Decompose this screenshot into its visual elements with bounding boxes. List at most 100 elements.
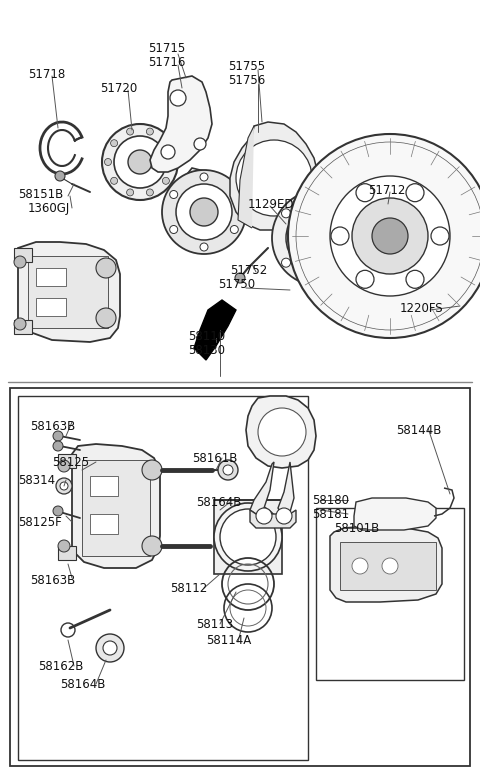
- Text: 51755: 51755: [228, 60, 265, 73]
- Circle shape: [128, 150, 152, 174]
- Circle shape: [96, 258, 116, 278]
- Circle shape: [190, 198, 218, 226]
- Text: 51715: 51715: [148, 42, 185, 55]
- Text: 51716: 51716: [148, 56, 185, 69]
- Circle shape: [102, 124, 178, 200]
- Circle shape: [382, 558, 398, 574]
- Circle shape: [431, 227, 449, 245]
- Circle shape: [330, 176, 450, 296]
- Circle shape: [258, 408, 306, 456]
- Bar: [58, 454, 76, 468]
- Circle shape: [96, 308, 116, 328]
- Bar: [214, 500, 282, 574]
- Polygon shape: [194, 300, 236, 360]
- Text: 58151B: 58151B: [18, 188, 63, 201]
- Polygon shape: [238, 126, 254, 228]
- Circle shape: [103, 641, 117, 655]
- Polygon shape: [150, 76, 212, 172]
- Text: 58125F: 58125F: [18, 516, 62, 529]
- Circle shape: [170, 90, 186, 106]
- Circle shape: [356, 271, 374, 289]
- Circle shape: [14, 318, 26, 330]
- Circle shape: [127, 128, 133, 135]
- Circle shape: [110, 140, 118, 147]
- Circle shape: [53, 506, 63, 516]
- Text: 1360GJ: 1360GJ: [28, 202, 70, 215]
- Circle shape: [200, 173, 208, 181]
- Bar: [316, 508, 464, 680]
- Circle shape: [223, 465, 233, 475]
- Text: 58164B: 58164B: [196, 496, 241, 509]
- Bar: [10, 388, 470, 766]
- Circle shape: [256, 508, 272, 524]
- Bar: [14, 320, 32, 334]
- Circle shape: [328, 274, 337, 282]
- Bar: [36, 268, 66, 286]
- Circle shape: [176, 184, 232, 240]
- Circle shape: [142, 536, 162, 556]
- Circle shape: [161, 145, 175, 159]
- Text: 58114A: 58114A: [206, 634, 251, 647]
- Text: 58110: 58110: [188, 330, 225, 343]
- Text: 1220FS: 1220FS: [400, 302, 444, 315]
- Circle shape: [406, 271, 424, 289]
- Text: 58314: 58314: [18, 474, 55, 487]
- Circle shape: [146, 128, 154, 135]
- Text: 51712: 51712: [368, 184, 406, 197]
- Text: 58180: 58180: [312, 494, 349, 507]
- Circle shape: [282, 258, 290, 267]
- Circle shape: [162, 140, 169, 147]
- Bar: [340, 542, 436, 590]
- Circle shape: [358, 234, 367, 242]
- Circle shape: [58, 540, 70, 552]
- Circle shape: [105, 159, 111, 166]
- Circle shape: [96, 634, 124, 662]
- Circle shape: [236, 140, 312, 216]
- Circle shape: [282, 209, 290, 218]
- Polygon shape: [18, 242, 120, 342]
- Circle shape: [272, 190, 368, 286]
- Text: 58181: 58181: [312, 508, 349, 521]
- Circle shape: [352, 198, 428, 274]
- Circle shape: [146, 189, 154, 196]
- Circle shape: [200, 243, 208, 251]
- Polygon shape: [250, 510, 296, 528]
- Text: 1129ED: 1129ED: [248, 198, 295, 211]
- Circle shape: [168, 159, 176, 166]
- Circle shape: [220, 509, 276, 565]
- Bar: [82, 460, 150, 556]
- Text: 58130: 58130: [188, 344, 225, 357]
- Polygon shape: [164, 168, 244, 250]
- Bar: [90, 476, 118, 496]
- Text: 58161B: 58161B: [192, 452, 238, 465]
- Polygon shape: [330, 526, 442, 602]
- Circle shape: [14, 256, 26, 268]
- Circle shape: [218, 460, 238, 480]
- Text: 51720: 51720: [100, 82, 137, 95]
- Polygon shape: [354, 498, 436, 530]
- Text: 58163B: 58163B: [30, 574, 75, 587]
- Circle shape: [230, 225, 238, 234]
- Text: 58101B: 58101B: [334, 522, 379, 535]
- Text: 51752: 51752: [230, 264, 267, 277]
- Bar: [18, 396, 308, 760]
- Bar: [58, 546, 76, 560]
- Circle shape: [170, 225, 178, 234]
- Circle shape: [162, 178, 169, 185]
- Text: 58164B: 58164B: [60, 678, 106, 691]
- Circle shape: [356, 184, 374, 202]
- Circle shape: [230, 191, 238, 199]
- Polygon shape: [72, 444, 160, 568]
- Circle shape: [60, 482, 68, 490]
- Polygon shape: [246, 396, 316, 468]
- Circle shape: [53, 431, 63, 441]
- Text: 51718: 51718: [28, 68, 65, 81]
- Circle shape: [286, 204, 354, 272]
- Circle shape: [235, 273, 245, 283]
- Polygon shape: [250, 462, 274, 514]
- Circle shape: [110, 178, 118, 185]
- Circle shape: [58, 460, 70, 472]
- Circle shape: [352, 558, 368, 574]
- Text: 58162B: 58162B: [38, 660, 84, 673]
- Circle shape: [406, 184, 424, 202]
